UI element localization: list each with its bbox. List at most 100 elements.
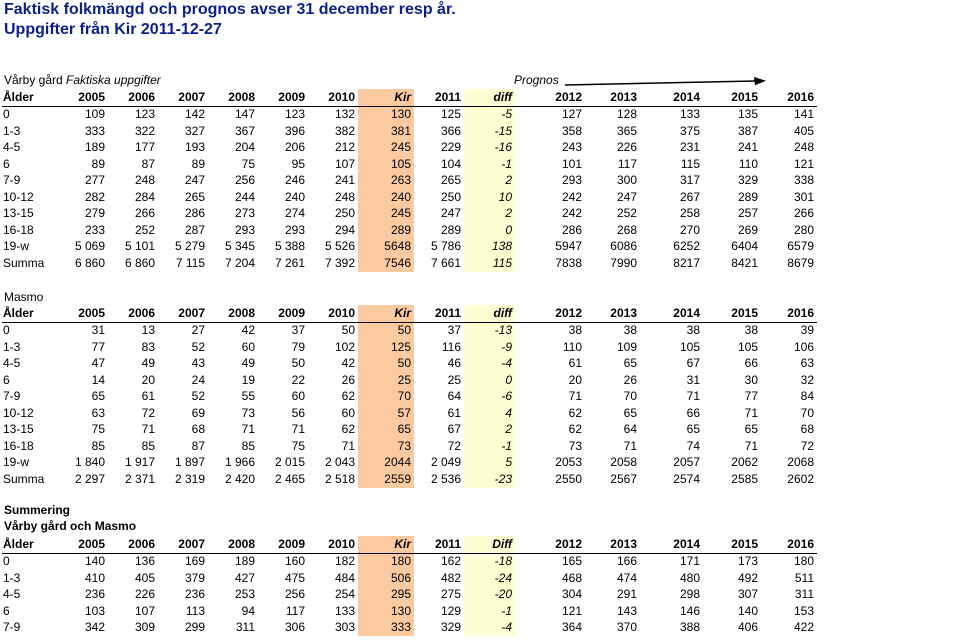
- column-header: Diff: [464, 536, 515, 554]
- table-cell: 64: [447, 389, 461, 404]
- table-cell: 2550: [555, 471, 582, 486]
- table-cell: 248: [134, 173, 155, 188]
- table-cell: 381: [358, 123, 414, 140]
- table-cell: 68: [800, 422, 814, 437]
- table-header-row: Ålder 2005 2006 2007 2008 2009 2010 Kir 2011 Diff…: [2, 536, 817, 554]
- table-cell: 2559: [358, 471, 414, 488]
- table-cell: 273: [234, 206, 255, 221]
- table-cell: 71: [568, 389, 582, 404]
- table-row: 13-15 279 266 286 273 274 250 245 247 2 242 252 258 2…: [2, 205, 817, 222]
- table-cell: 226: [616, 140, 637, 155]
- table-cell: 140: [737, 603, 758, 618]
- column-header: Kir: [358, 89, 414, 107]
- table-cell: 68: [191, 422, 205, 437]
- table-cell: 2: [464, 421, 515, 438]
- table-cell: 57: [358, 405, 414, 422]
- table-cell: 129: [440, 603, 461, 618]
- row-label: 4-5: [3, 140, 21, 155]
- table-cell: 85: [141, 438, 155, 453]
- row-label: 6: [3, 372, 10, 387]
- table-cell: 5: [464, 454, 515, 471]
- column-header: 2009: [258, 536, 308, 554]
- table-cell: 298: [679, 587, 700, 602]
- table-cell: 252: [616, 206, 637, 221]
- table-cell: 367: [234, 123, 255, 138]
- table-cell: 7 115: [175, 255, 205, 270]
- table-cell: 85: [241, 438, 255, 453]
- table-cell: 153: [793, 603, 814, 618]
- row-label: 1-3: [3, 570, 21, 585]
- table-cell: 293: [561, 173, 582, 188]
- table-row: 10-12 282 284 265 244 240 248 240 250 10 242 247 267…: [2, 189, 817, 206]
- column-header: 2008: [208, 305, 258, 323]
- table-row: 1-3 333 322 327 367 396 382 381 366 -15 358 365 375 3…: [2, 123, 817, 140]
- column-header: 2014: [640, 89, 703, 107]
- table-cell: 30: [744, 372, 758, 387]
- table-cell: 71: [744, 438, 758, 453]
- table-cell: 180: [793, 554, 814, 569]
- section3-label-line2: Vårby gård och Masmo: [4, 519, 137, 533]
- table-cell: 2 015: [274, 455, 305, 470]
- table-cell: 38: [568, 323, 582, 338]
- table-cell: 229: [440, 140, 461, 155]
- table-cell: 5 786: [430, 239, 461, 254]
- table-row: 6 89 87 89 75 95 107 105 104 -1 101 117 115 110 121: [2, 156, 817, 173]
- table-cell: 130: [358, 603, 414, 620]
- table-row: 1-3 410 405 379 427 475 484 506 482 -24 468 474 480 4…: [2, 570, 817, 587]
- table-cell: 2044: [358, 454, 414, 471]
- table-cell: 71: [241, 422, 255, 437]
- table-cell: -1: [464, 156, 515, 173]
- table-cell: 65: [623, 405, 637, 420]
- table-cell: 67: [686, 356, 700, 371]
- table-cell: 71: [623, 438, 637, 453]
- table-cell: 287: [184, 222, 205, 237]
- table-cell: 14: [91, 372, 105, 387]
- table-cell: 7 661: [430, 255, 461, 270]
- table-cell: 244: [234, 189, 255, 204]
- table-cell: 173: [737, 554, 758, 569]
- table-cell: 69: [191, 405, 205, 420]
- column-header: 2007: [158, 305, 208, 323]
- table-cell: 65: [623, 356, 637, 371]
- table-cell: 74: [686, 438, 700, 453]
- table-cell: 236: [84, 587, 105, 602]
- table-cell: 123: [134, 107, 155, 122]
- table-cell: 180: [358, 553, 414, 570]
- table-cell: 121: [793, 156, 814, 171]
- table-cell: 189: [84, 140, 105, 155]
- table-cell: -1: [464, 603, 515, 620]
- column-header: 2008: [208, 89, 258, 107]
- table-cell: -4: [464, 355, 515, 372]
- table-cell: 293: [284, 222, 305, 237]
- table-cell: 396: [284, 123, 305, 138]
- table-cell: 204: [234, 140, 255, 155]
- column-header: 2008: [208, 536, 258, 554]
- table-cell: 0: [464, 222, 515, 239]
- table-cell: 286: [561, 222, 582, 237]
- table-cell: 206: [284, 140, 305, 155]
- table-cell: 5 279: [174, 239, 205, 254]
- table-cell: 50: [291, 356, 305, 371]
- table-cell: -5: [464, 106, 515, 123]
- table-cell: 2602: [787, 471, 814, 486]
- table-cell: 72: [141, 405, 155, 420]
- table-cell: 26: [341, 372, 355, 387]
- table-cell: 89: [91, 156, 105, 171]
- table-cell: 89: [191, 156, 205, 171]
- table-cell: 2 371: [124, 471, 155, 486]
- column-header: 2010: [308, 536, 358, 554]
- table-cell: 85: [91, 438, 105, 453]
- page-title: Faktisk folkmängd och prognos avser 31 d…: [4, 1, 456, 18]
- table-cell: 245: [358, 139, 414, 156]
- table-cell: 71: [141, 422, 155, 437]
- table-cell: 286: [184, 206, 205, 221]
- table-masmo: Ålder 2005 2006 2007 2008 2009 2010 Kir 2011 diff…: [2, 305, 817, 488]
- table-cell: 275: [440, 587, 461, 602]
- table-cell: 22: [291, 372, 305, 387]
- table-cell: 50: [358, 322, 414, 339]
- table-cell: 6404: [731, 239, 758, 254]
- table-cell: 8679: [787, 255, 814, 270]
- table-cell: 370: [616, 620, 637, 635]
- table-cell: 169: [184, 554, 205, 569]
- row-label: 7-9: [3, 173, 21, 188]
